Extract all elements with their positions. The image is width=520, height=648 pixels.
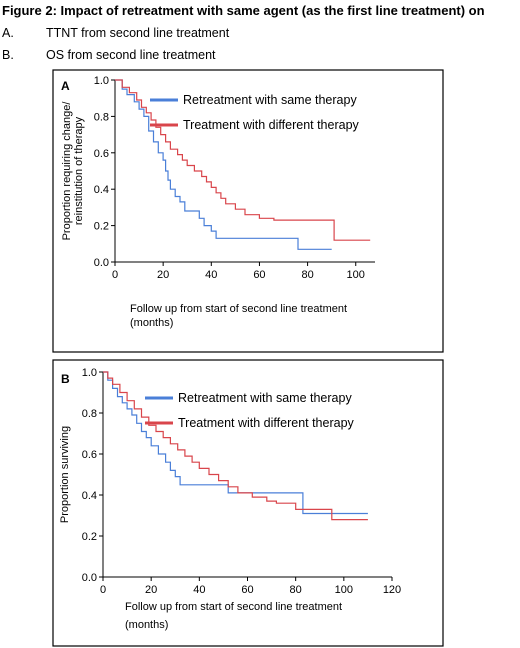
subtitle-b: B. OS from second line treatment <box>2 48 216 62</box>
subtitle-b-label: B. <box>2 48 14 62</box>
panel-frame <box>52 69 444 353</box>
legend-label: Treatment with different therapy <box>183 118 360 132</box>
y-tick-label: 0.8 <box>94 111 109 123</box>
y-tick-label: 1.0 <box>94 75 109 87</box>
series-line-different-b <box>103 371 368 521</box>
legend-label: Retreatment with same therapy <box>178 391 352 405</box>
y-tick-label: 0.8 <box>82 408 97 420</box>
x-axis-label: (months) <box>125 619 168 631</box>
x-tick-label: 0 <box>112 269 118 281</box>
y-tick-label: 0.6 <box>94 148 109 160</box>
x-tick-label: 80 <box>290 584 302 596</box>
subtitle-b-text: OS from second line treatment <box>46 48 216 62</box>
y-tick-label: 0.6 <box>82 449 97 461</box>
subtitle-a-label: A. <box>2 26 14 40</box>
series-line-same-b <box>103 371 368 515</box>
y-tick-label: 0.4 <box>94 184 109 196</box>
x-tick-label: 40 <box>193 584 205 596</box>
y-axis-label: Proportion requiring change/ <box>61 101 73 241</box>
panel-letter: B <box>61 372 70 386</box>
x-tick-label: 0 <box>100 584 106 596</box>
y-tick-label: 0.0 <box>82 572 97 584</box>
panel-frame <box>52 359 444 647</box>
legend-label: Retreatment with same therapy <box>183 93 357 107</box>
x-tick-label: 60 <box>253 269 265 281</box>
legend-label: Treatment with different therapy <box>178 416 355 430</box>
y-axis-label: Proportion surviving <box>59 426 71 523</box>
x-tick-label: 20 <box>145 584 157 596</box>
y-axis-label: reinstitution of therapy <box>73 116 85 225</box>
y-tick-label: 0.2 <box>82 531 97 543</box>
x-tick-label: 40 <box>205 269 217 281</box>
series-line-different-a <box>115 79 371 241</box>
panel-letter: A <box>61 79 70 93</box>
y-tick-label: 0.4 <box>82 490 97 502</box>
y-tick-label: 1.0 <box>82 367 97 379</box>
x-axis-label: Follow up from start of second line trea… <box>130 303 347 315</box>
x-tick-label: 60 <box>241 584 253 596</box>
x-axis-label: Follow up from start of second line trea… <box>125 601 342 613</box>
x-tick-label: 100 <box>347 269 365 281</box>
subtitle-a: A. TTNT from second line treatment <box>2 26 229 40</box>
x-axis-label: (months) <box>130 317 173 329</box>
x-tick-label: 80 <box>301 269 313 281</box>
subtitle-a-text: TTNT from second line treatment <box>46 26 230 40</box>
figure-title: Figure 2: Impact of retreatment with sam… <box>2 3 485 18</box>
y-tick-label: 0.2 <box>94 221 109 233</box>
x-tick-label: 100 <box>335 584 353 596</box>
x-tick-label: 20 <box>157 269 169 281</box>
y-tick-label: 0.0 <box>94 257 109 269</box>
series-line-same-a <box>115 79 332 250</box>
x-tick-label: 120 <box>383 584 401 596</box>
